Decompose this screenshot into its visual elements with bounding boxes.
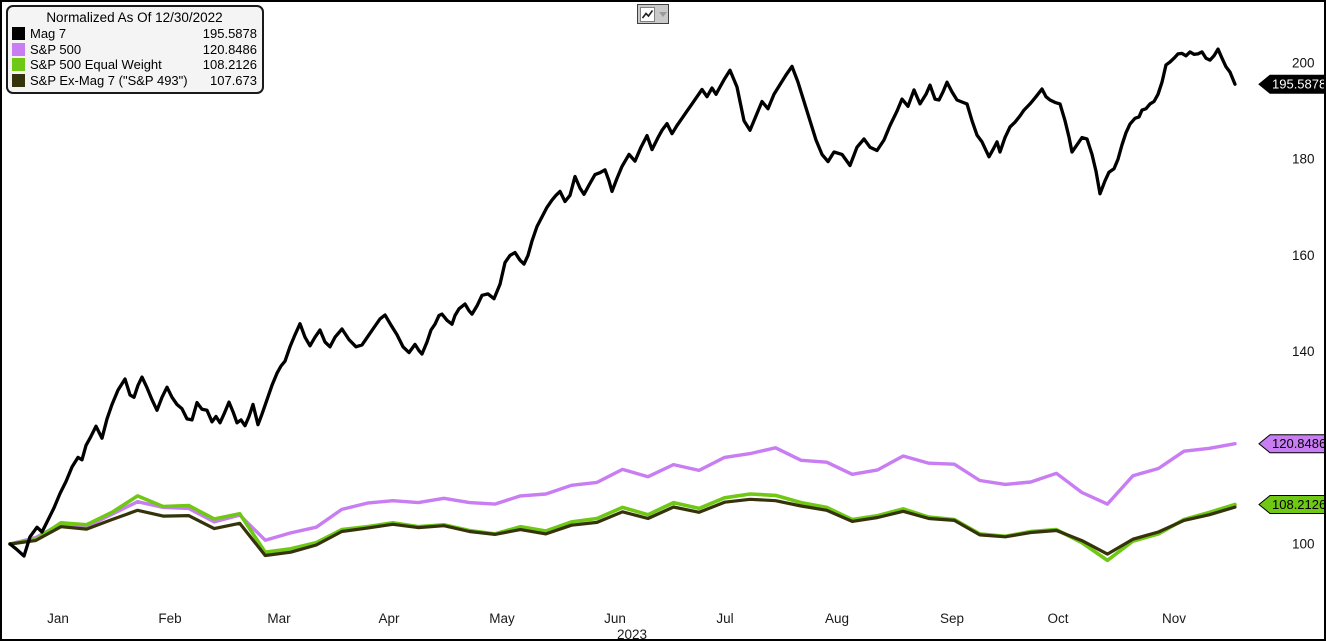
legend-title: Normalized As Of 12/30/2022 xyxy=(46,10,223,25)
x-axis-month-label: May xyxy=(489,611,515,626)
legend-item-mag-7[interactable]: Mag 7 195.5878 xyxy=(12,26,257,42)
series-line-s-p-500-equal-weight xyxy=(8,492,1237,563)
legend-item-value: 108.2126 xyxy=(202,57,257,73)
y-axis-tick-label: 160 xyxy=(1292,248,1315,263)
x-axis-month-label: Aug xyxy=(825,611,849,626)
legend-item-sp500-equal-weight[interactable]: S&P 500 Equal Weight 108.2126 xyxy=(12,57,257,73)
legend-item-value: 107.673 xyxy=(210,72,257,88)
legend-item-sp500[interactable]: S&P 500 120.8486 xyxy=(12,42,257,58)
x-axis-month-label: Apr xyxy=(378,611,400,626)
y-axis-tick-label: 200 xyxy=(1292,56,1315,71)
legend-item-label: S&P 500 Equal Weight xyxy=(30,57,162,73)
legend-item-value: 120.8486 xyxy=(202,41,257,57)
y-axis-tick-label: 100 xyxy=(1292,537,1315,552)
last-price-badge-label: 108.2126 xyxy=(1272,497,1324,512)
last-price-badge-label: 120.8486 xyxy=(1272,436,1324,451)
x-axis-month-label: Mar xyxy=(267,611,291,626)
last-price-badge xyxy=(1258,495,1324,514)
mag-7-swatch-icon xyxy=(12,27,25,41)
x-axis-month-label: Oct xyxy=(1047,611,1068,626)
series-line-s-p-ex-mag-7-s-p-493 xyxy=(8,497,1237,558)
dropdown-caret-icon xyxy=(659,11,667,17)
x-axis-month-label: Jan xyxy=(47,611,69,626)
x-axis-month-label: Jun xyxy=(604,611,626,626)
legend-item-sp493[interactable]: S&P Ex-Mag 7 ("S&P 493") 107.673 xyxy=(12,73,257,89)
x-axis-month-label: Nov xyxy=(1162,611,1186,626)
y-axis-tick-label: 140 xyxy=(1292,344,1315,359)
line-chart-icon xyxy=(640,6,655,22)
last-price-badge xyxy=(1258,74,1324,94)
x-axis-month-label: Sep xyxy=(940,611,964,626)
legend-item-label: Mag 7 xyxy=(30,26,67,42)
legend-item-value: 195.5878 xyxy=(202,26,257,42)
x-axis-month-label: Jul xyxy=(716,611,733,626)
legend-item-label: S&P Ex-Mag 7 ("S&P 493") xyxy=(30,72,188,88)
x-axis-month-label: Feb xyxy=(158,611,181,626)
series-line-mag-7 xyxy=(8,47,1237,558)
sp500-equal-weight-swatch-icon xyxy=(12,58,25,72)
legend: Normalized As Of 12/30/2022 Mag 7 195.58… xyxy=(6,5,264,94)
chart-type-button[interactable] xyxy=(637,4,669,24)
x-axis-year-label: 2023 xyxy=(617,627,647,639)
series-line-s-p-500 xyxy=(8,442,1237,546)
legend-item-label: S&P 500 xyxy=(30,41,82,57)
sp493-swatch-icon xyxy=(12,73,25,87)
sp500-swatch-icon xyxy=(12,42,25,56)
y-axis-tick-label: 180 xyxy=(1292,152,1315,167)
last-price-badge-label: 195.5878 xyxy=(1272,77,1324,92)
last-price-badge xyxy=(1258,434,1324,454)
